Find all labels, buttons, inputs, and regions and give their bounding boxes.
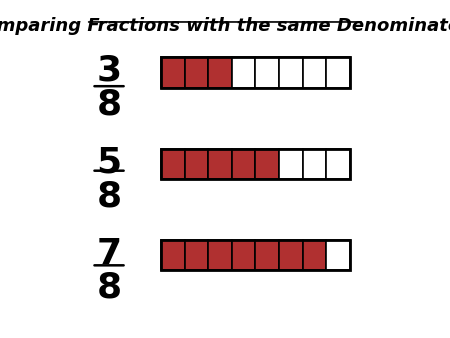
Text: 7: 7: [96, 237, 122, 270]
Bar: [302, 149, 326, 179]
Bar: [279, 57, 302, 88]
Bar: [302, 240, 326, 270]
Bar: [208, 57, 232, 88]
Bar: [161, 149, 350, 179]
Bar: [161, 57, 350, 88]
Text: 5: 5: [96, 145, 122, 179]
Bar: [161, 240, 185, 270]
Bar: [232, 240, 256, 270]
Bar: [161, 149, 185, 179]
Bar: [326, 149, 350, 179]
Bar: [208, 149, 232, 179]
Bar: [256, 149, 279, 179]
Bar: [279, 240, 302, 270]
Bar: [232, 149, 256, 179]
Bar: [161, 240, 350, 270]
Text: 8: 8: [96, 270, 122, 304]
Bar: [232, 57, 256, 88]
Bar: [302, 57, 326, 88]
Bar: [256, 57, 279, 88]
Bar: [185, 57, 208, 88]
Text: Comparing Fractions with the same Denominators: Comparing Fractions with the same Denomi…: [0, 17, 450, 35]
Text: 8: 8: [96, 179, 122, 213]
Text: 3: 3: [96, 54, 122, 88]
Bar: [208, 240, 232, 270]
Bar: [326, 57, 350, 88]
Text: 8: 8: [96, 88, 122, 122]
Bar: [326, 240, 350, 270]
Bar: [279, 149, 302, 179]
Bar: [185, 240, 208, 270]
Bar: [185, 149, 208, 179]
Bar: [256, 240, 279, 270]
Bar: [161, 57, 185, 88]
